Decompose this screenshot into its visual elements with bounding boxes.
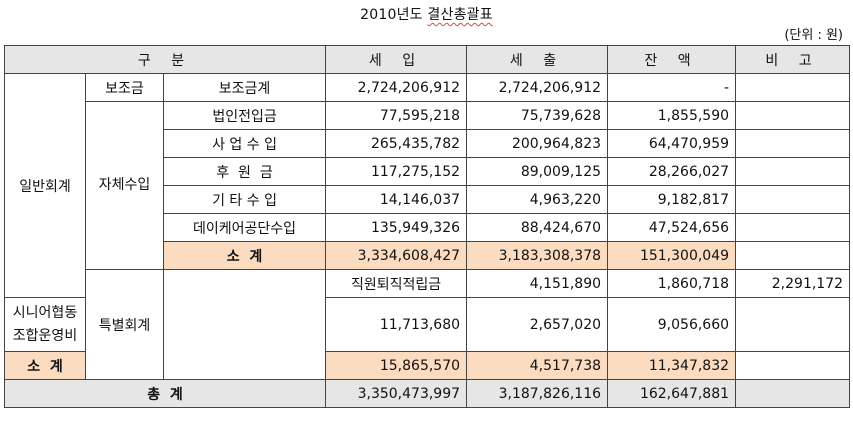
expense-cell: 88,424,670: [466, 213, 609, 242]
income-cell: 11,713,680: [325, 297, 468, 352]
balance-cell: 64,470,959: [607, 129, 737, 158]
table-row: 데이케어공단수입 135,949,326 88,424,670 47,524,6…: [5, 213, 851, 242]
general-account-label: 일반회계: [4, 73, 86, 298]
header-expense: 세 출: [466, 45, 609, 74]
title-year: 2010년도: [360, 7, 428, 23]
header-row: 구 분 세 입 세 출 잔 액 비 고: [3, 45, 851, 74]
income-cell: 135,949,326: [325, 213, 468, 242]
table-row: 자체수입 법인전입금 77,595,218 75,739,628 1,855,5…: [5, 101, 851, 270]
expense-cell: 2,657,020: [466, 297, 609, 352]
table-row: 일반회계 보조금 보조금계 2,724,206,912 2,724,206,91…: [4, 73, 851, 298]
row-label: 후 원 금: [162, 157, 327, 186]
income-cell: 2,724,206,912: [325, 73, 468, 102]
balance-cell: 28,266,027: [607, 157, 737, 186]
header-income: 세 입: [325, 45, 468, 74]
note-cell: [735, 157, 851, 186]
income-cell: 14,146,037: [325, 185, 468, 214]
balance-cell: 1,855,590: [607, 101, 737, 130]
balance-cell: -: [607, 73, 737, 102]
table-row: 사 업 수 입 265,435,782 200,964,823 64,470,9…: [5, 129, 851, 158]
balance-cell: 162,647,881: [607, 379, 737, 408]
table-row: 기 타 수 입 14,146,037 4,963,220 9,182,817: [5, 185, 851, 214]
expense-cell: 1,860,718: [607, 269, 737, 298]
subtotal-label: 소 계: [4, 351, 86, 380]
expense-cell: 75,739,628: [466, 101, 609, 130]
unit-label: (단위 : 원): [784, 28, 843, 43]
special-account-label: 특별회계: [85, 269, 164, 380]
row-label: 데이케어공단수입: [162, 213, 327, 242]
expense-cell: 2,724,206,912: [466, 73, 609, 102]
balance-cell: 9,056,660: [607, 297, 737, 352]
balance-cell: 2,291,172: [735, 269, 851, 298]
note-cell: [735, 297, 851, 352]
expense-cell: 4,963,220: [466, 185, 609, 214]
row-label: 보조금계: [162, 73, 327, 102]
income-cell: 15,865,570: [325, 351, 468, 380]
note-cell: [735, 213, 851, 242]
income-cell: 77,595,218: [325, 101, 468, 130]
balance-cell: 11,347,832: [607, 351, 737, 380]
row-label: 시니어협동조합운영비: [4, 297, 86, 352]
balance-cell: 151,300,049: [607, 241, 737, 270]
note-cell: [735, 241, 851, 270]
expense-cell: 200,964,823: [466, 129, 609, 158]
subsidy-group-label: 보조금: [85, 73, 164, 102]
row-label: 직원퇴직적립금: [325, 269, 468, 298]
self-income-group-label: 자체수입: [85, 101, 164, 270]
document-title: 2010년도 결산총괄표: [0, 4, 853, 24]
subtotal-row: 소 계 3,334,608,427 3,183,308,378 151,300,…: [5, 241, 851, 270]
header-note: 비 고: [735, 45, 851, 74]
table-row: 시니어협동조합운영비 11,713,680 2,657,020 9,056,66…: [4, 297, 851, 352]
expense-cell: 4,517,738: [466, 351, 609, 380]
grand-total-row: 총 계 3,350,473,997 3,187,826,116 162,647,…: [3, 379, 851, 408]
subtotal-label: 소 계: [162, 241, 327, 270]
note-cell: [735, 185, 851, 214]
income-cell: 265,435,782: [325, 129, 468, 158]
income-cell: 4,151,890: [466, 269, 609, 298]
balance-cell: 9,182,817: [607, 185, 737, 214]
header-category: 구 분: [3, 45, 327, 74]
row-label: 사 업 수 입: [162, 129, 327, 158]
note-cell: [735, 379, 851, 408]
note-cell: [735, 129, 851, 158]
balance-cell: 47,524,656: [607, 213, 737, 242]
income-cell: 3,350,473,997: [325, 379, 468, 408]
header-balance: 잔 액: [607, 45, 737, 74]
subtotal-row: 소 계 15,865,570 4,517,738 11,347,832: [4, 351, 851, 380]
grand-total-label: 총 계: [3, 379, 327, 408]
expense-cell: 3,187,826,116: [466, 379, 609, 408]
row-label: 법인전입금: [162, 101, 327, 130]
income-cell: 3,334,608,427: [325, 241, 468, 270]
title-main: 결산총괄표: [427, 7, 493, 23]
income-cell: 117,275,152: [325, 157, 468, 186]
note-cell: [735, 351, 851, 380]
note-cell: [735, 73, 851, 102]
settlement-table: 구 분 세 입 세 출 잔 액 비 고 일반회계 보조금 보조금계 2,724,…: [3, 45, 851, 408]
table-row: 특별회계 직원퇴직적립금 4,151,890 1,860,718 2,291,1…: [5, 269, 851, 380]
row-label: 기 타 수 입: [162, 185, 327, 214]
empty-group-cell: [162, 269, 327, 380]
note-cell: [735, 101, 851, 130]
expense-cell: 89,009,125: [466, 157, 609, 186]
expense-cell: 3,183,308,378: [466, 241, 609, 270]
